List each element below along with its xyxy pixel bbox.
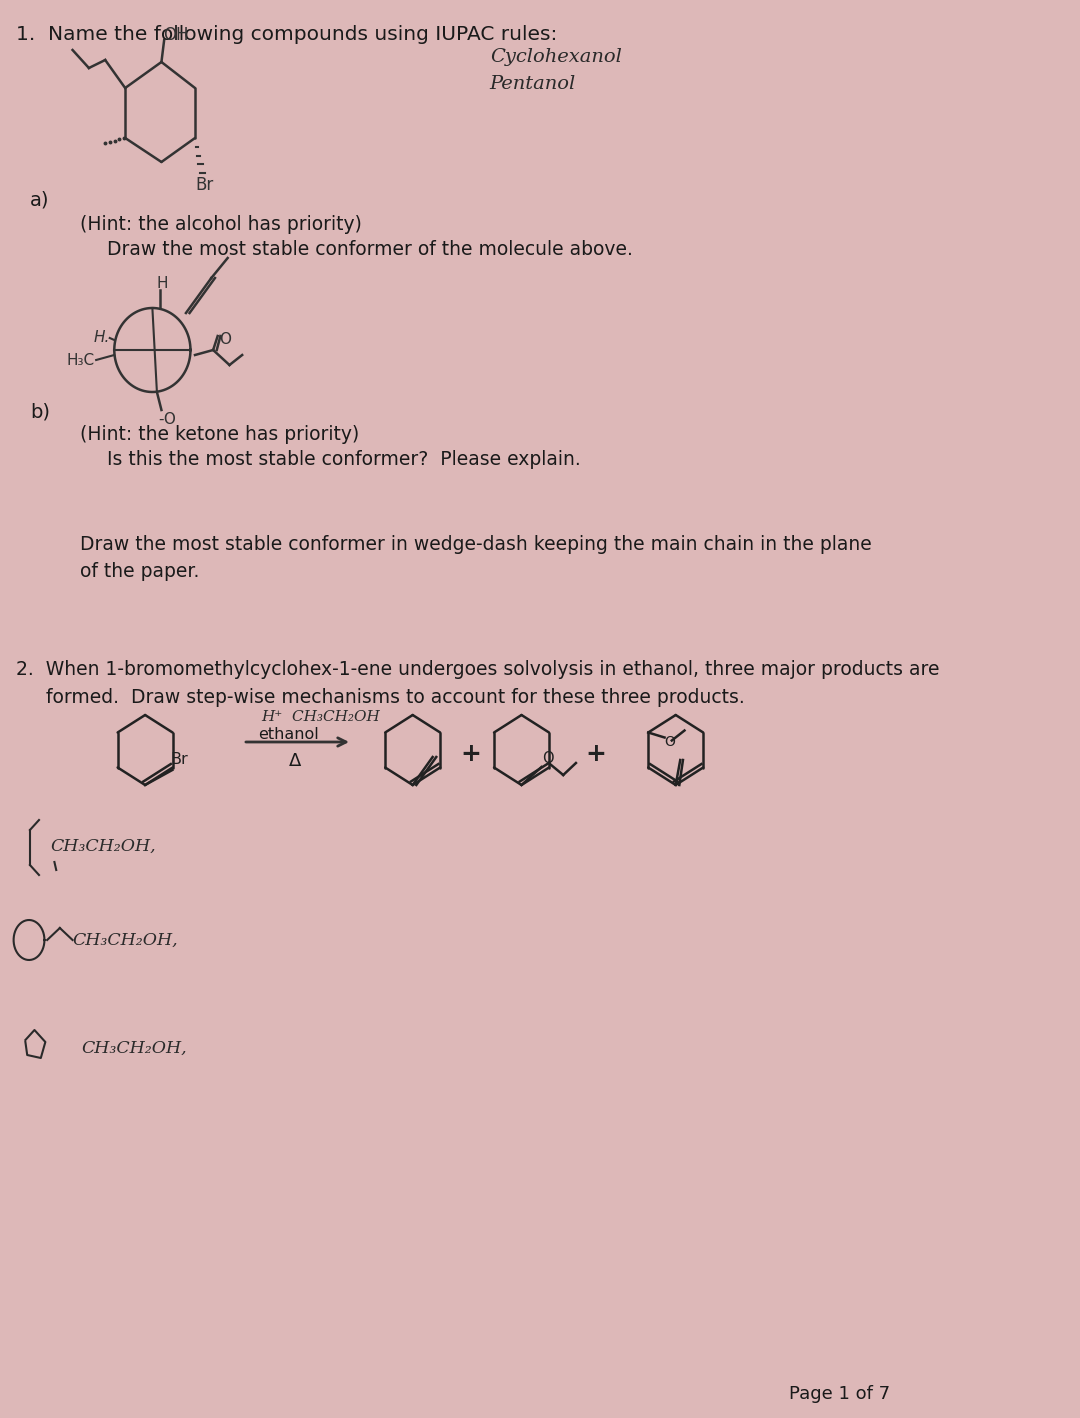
Text: Is this the most stable conformer?  Please explain.: Is this the most stable conformer? Pleas… [107,450,581,469]
Text: O: O [219,332,231,347]
Text: CH₃CH₂OH,: CH₃CH₂OH, [72,932,178,949]
Text: CH₃CH₂OH,: CH₃CH₂OH, [82,1039,187,1056]
Text: (Hint: the alcohol has priority): (Hint: the alcohol has priority) [80,216,362,234]
Text: 1.  Name the following compounds using IUPAC rules:: 1. Name the following compounds using IU… [16,26,557,44]
Text: 2.  When 1-bromomethylcyclohex-1-ene undergoes solvolysis in ethanol, three majo: 2. When 1-bromomethylcyclohex-1-ene unde… [16,659,940,679]
Text: H: H [156,277,167,291]
Text: formed.  Draw step-wise mechanisms to account for these three products.: formed. Draw step-wise mechanisms to acc… [16,688,745,708]
Text: +: + [461,742,482,766]
Text: Δ: Δ [288,752,301,770]
Text: of the paper.: of the paper. [80,562,199,581]
Text: b): b) [30,401,50,421]
Text: O: O [542,752,554,766]
Text: Draw the most stable conformer of the molecule above.: Draw the most stable conformer of the mo… [107,240,633,259]
Text: Br: Br [195,176,213,194]
Text: Cyclohexanol: Cyclohexanol [489,48,622,67]
Text: H.: H. [94,330,110,345]
Text: -O: -O [159,413,177,427]
Text: ethanol: ethanol [258,727,320,742]
Text: H⁺  CH₃CH₂OH: H⁺ CH₃CH₂OH [261,710,380,725]
Text: Br: Br [171,752,188,767]
Text: O: O [664,735,675,749]
Text: a): a) [30,190,50,208]
Text: CH₃CH₂OH,: CH₃CH₂OH, [50,838,156,855]
Text: Page 1 of 7: Page 1 of 7 [789,1385,890,1402]
Text: H₃C: H₃C [66,353,94,369]
Text: (Hint: the ketone has priority): (Hint: the ketone has priority) [80,425,359,444]
Text: Draw the most stable conformer in wedge-dash keeping the main chain in the plane: Draw the most stable conformer in wedge-… [80,535,872,554]
Text: OH: OH [163,26,189,44]
Text: Pentanol: Pentanol [489,75,576,94]
Text: +: + [585,742,606,766]
